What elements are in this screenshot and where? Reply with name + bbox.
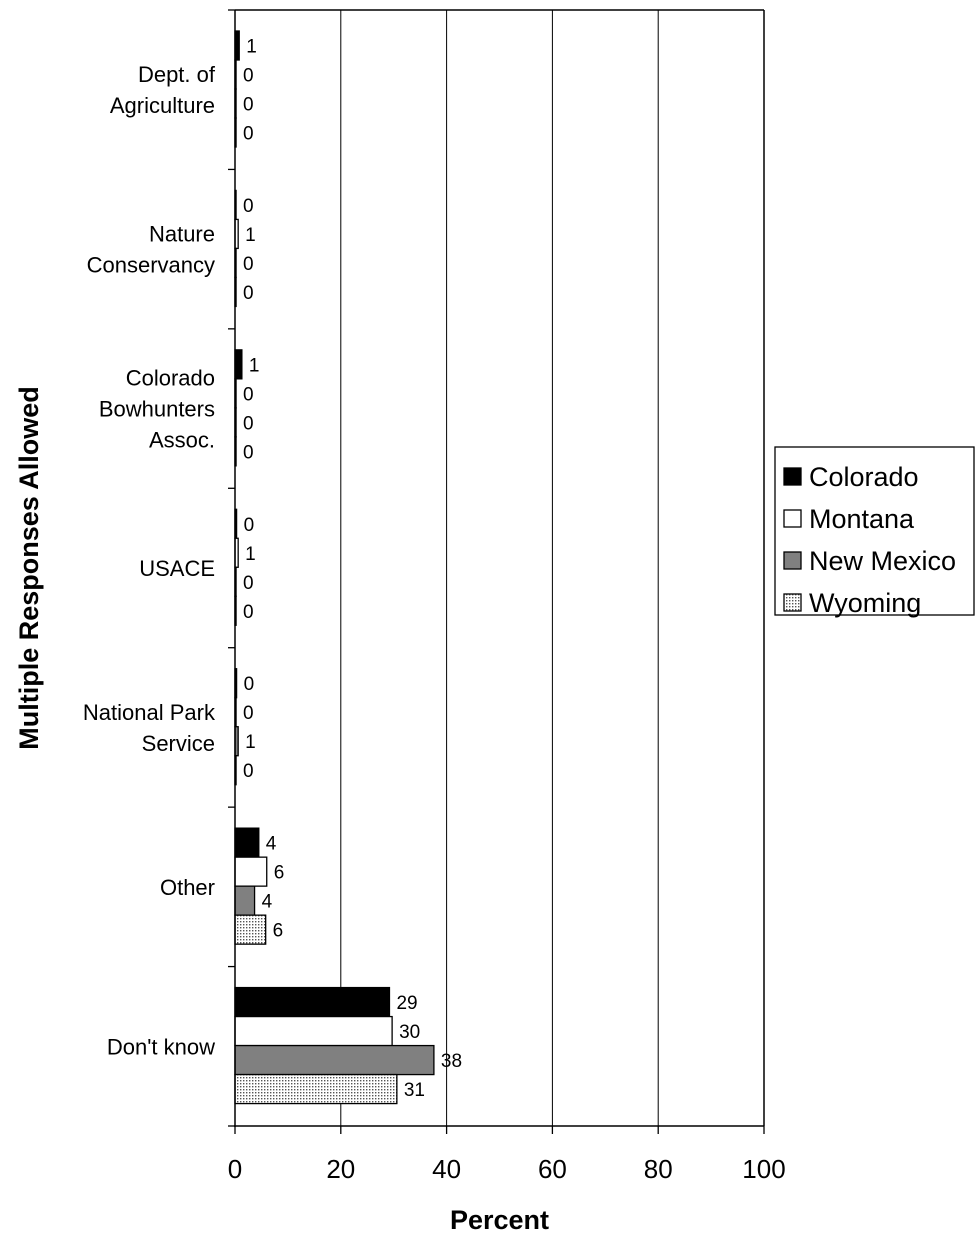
data-label: 0 bbox=[243, 384, 254, 405]
data-label: 1 bbox=[245, 732, 256, 753]
data-label: 0 bbox=[243, 761, 254, 782]
bar-colorado-5 bbox=[234, 827, 260, 858]
axes bbox=[228, 9, 765, 1134]
legend-label: Montana bbox=[809, 504, 915, 534]
data-label: 6 bbox=[274, 863, 285, 884]
x-tick-label: 100 bbox=[742, 1154, 785, 1184]
data-label: 4 bbox=[266, 834, 277, 855]
data-label: 30 bbox=[399, 1022, 420, 1043]
data-label: 0 bbox=[243, 95, 254, 116]
data-label: 0 bbox=[244, 515, 255, 536]
legend-swatch-montana bbox=[783, 509, 802, 528]
data-label: 0 bbox=[243, 413, 254, 434]
data-label: 0 bbox=[243, 66, 254, 87]
legend-swatch-new-mexico bbox=[783, 551, 802, 570]
data-label: 6 bbox=[273, 921, 284, 942]
category-label: USACE bbox=[139, 556, 215, 581]
legend-label: Wyoming bbox=[809, 588, 921, 618]
data-label: 0 bbox=[243, 196, 254, 217]
category-label: Colorado Bowhunters Assoc. bbox=[99, 366, 215, 453]
bar-colorado-2 bbox=[234, 349, 243, 380]
x-tick-label: 0 bbox=[228, 1154, 242, 1184]
bar-montana-5 bbox=[234, 856, 268, 887]
category-label: Other bbox=[160, 875, 215, 900]
data-label: 29 bbox=[396, 993, 417, 1014]
bars bbox=[234, 30, 435, 1105]
legend: Colorado Montana New Mexico Wyoming bbox=[774, 446, 975, 618]
data-label: 1 bbox=[249, 355, 260, 376]
category-label: Dept. of Agriculture bbox=[110, 62, 216, 118]
bar-wyoming-5 bbox=[234, 914, 267, 945]
x-tick-label: 20 bbox=[326, 1154, 355, 1184]
category-label: Nature Conservancy bbox=[87, 222, 215, 278]
bar-new-mexico-6 bbox=[234, 1044, 435, 1076]
data-label: 0 bbox=[243, 254, 254, 275]
data-label: 0 bbox=[243, 602, 254, 623]
x-tick-label: 40 bbox=[432, 1154, 461, 1184]
data-label: 0 bbox=[243, 124, 254, 145]
data-label: 0 bbox=[243, 442, 254, 463]
data-label: 31 bbox=[404, 1080, 425, 1101]
bar-wyoming-6 bbox=[234, 1073, 398, 1105]
x-tick-label: 80 bbox=[644, 1154, 673, 1184]
data-label: 38 bbox=[441, 1051, 462, 1072]
legend-label: New Mexico bbox=[809, 546, 956, 576]
x-tick-label: 60 bbox=[538, 1154, 567, 1184]
data-label: 0 bbox=[243, 703, 254, 724]
data-label: 1 bbox=[246, 37, 257, 58]
category-label: Don't know bbox=[107, 1034, 215, 1059]
data-label: 0 bbox=[243, 283, 254, 304]
data-label: 4 bbox=[262, 892, 273, 913]
bar-montana-6 bbox=[234, 1015, 393, 1047]
category-label: National Park Service bbox=[83, 700, 216, 756]
legend-swatch-colorado bbox=[783, 467, 802, 486]
data-label: 1 bbox=[245, 544, 256, 565]
legend-label: Colorado bbox=[809, 462, 919, 492]
bar-colorado-6 bbox=[234, 986, 391, 1018]
data-label: 0 bbox=[243, 573, 254, 594]
legend-swatch-wyoming bbox=[783, 593, 802, 612]
data-label: 1 bbox=[245, 225, 256, 246]
gridlines bbox=[340, 10, 659, 1126]
bar-new-mexico-5 bbox=[234, 885, 256, 916]
x-axis-title: Percent bbox=[450, 1205, 549, 1234]
y-axis-title: Multiple Responses Allowed bbox=[14, 386, 44, 750]
legend-box bbox=[774, 446, 975, 616]
data-label: 0 bbox=[244, 674, 255, 695]
